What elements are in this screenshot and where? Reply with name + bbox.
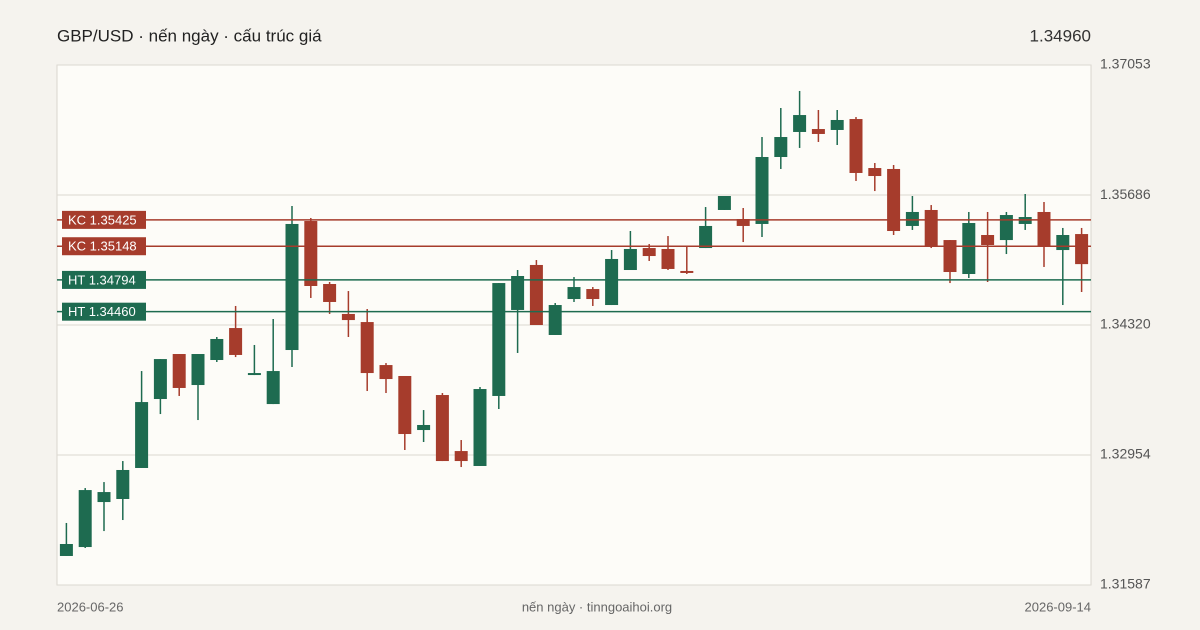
candle-body xyxy=(360,322,374,374)
candle-body xyxy=(905,211,919,226)
level-label: KC 1.35425 xyxy=(68,212,137,227)
candle-body xyxy=(736,219,750,226)
candle-body xyxy=(323,283,337,302)
y-tick-label: 1.31587 xyxy=(1100,576,1151,592)
level-label: KC 1.35148 xyxy=(68,239,137,254)
candle-body xyxy=(868,168,882,177)
candle-body xyxy=(210,338,224,361)
candle-body xyxy=(924,209,938,247)
candle-body xyxy=(529,264,543,325)
candle-body xyxy=(341,313,355,321)
y-tick-label: 1.34320 xyxy=(1100,316,1151,332)
candle-body xyxy=(304,221,318,286)
candle-body xyxy=(943,240,957,273)
source: nến ngày · tinngoaihoi.org xyxy=(522,599,672,614)
candle-body xyxy=(1075,234,1089,265)
candle-body xyxy=(229,328,243,355)
candle-body xyxy=(285,223,299,351)
candle-body xyxy=(172,354,186,388)
candle-body xyxy=(116,469,130,499)
candle-body xyxy=(830,119,844,130)
candle-body xyxy=(623,248,637,271)
candle-body xyxy=(59,543,73,556)
candle-body xyxy=(97,492,111,503)
level-label: HT 1.34460 xyxy=(68,304,136,319)
candle-body xyxy=(398,375,412,435)
x-tick-label: 2026-06-26 xyxy=(57,599,124,614)
candle-body xyxy=(887,168,901,232)
candle-body xyxy=(774,137,788,157)
candle-body xyxy=(511,276,525,310)
candle-body xyxy=(379,365,393,380)
candle-body xyxy=(680,270,694,273)
candle-body xyxy=(435,395,449,462)
candle-body xyxy=(699,225,713,249)
y-tick-label: 1.37053 xyxy=(1100,56,1151,72)
candle-body xyxy=(642,248,656,257)
candle-body xyxy=(962,223,976,275)
candle-body xyxy=(755,156,769,224)
x-tick-label: 2026-09-14 xyxy=(1025,599,1092,614)
candle-body xyxy=(605,258,619,306)
last-price: 1.34960 xyxy=(1030,26,1091,45)
candle-body xyxy=(153,359,167,400)
chart-title: GBP/USD · nến ngày · cấu trúc giá xyxy=(57,26,322,45)
candle-body xyxy=(981,235,995,245)
candle-body xyxy=(78,490,92,548)
candle-body xyxy=(492,283,506,396)
level-label: HT 1.34794 xyxy=(68,272,136,287)
y-tick-label: 1.32954 xyxy=(1100,446,1151,462)
level-label-box xyxy=(62,302,146,321)
candle-body xyxy=(454,451,468,462)
level-label-box xyxy=(62,210,146,229)
candle-body xyxy=(999,215,1013,241)
candle-body xyxy=(266,371,280,405)
candle-body xyxy=(567,287,581,300)
candle-body xyxy=(586,289,600,300)
candle-body xyxy=(717,195,731,210)
candle-body xyxy=(548,305,562,335)
level-label-box xyxy=(62,270,146,289)
candle-body xyxy=(473,389,487,466)
y-tick-label: 1.35686 xyxy=(1100,186,1151,202)
candle-body xyxy=(849,119,863,173)
candle-body xyxy=(417,424,431,431)
candle-body xyxy=(661,248,675,269)
candle-body xyxy=(811,129,825,134)
candle-body xyxy=(793,115,807,132)
candle-body xyxy=(135,402,149,468)
level-label-box xyxy=(62,237,146,256)
candle-body xyxy=(1056,235,1070,251)
candle-body xyxy=(1037,211,1051,247)
candle-body xyxy=(247,373,261,376)
candle-body xyxy=(191,354,205,386)
